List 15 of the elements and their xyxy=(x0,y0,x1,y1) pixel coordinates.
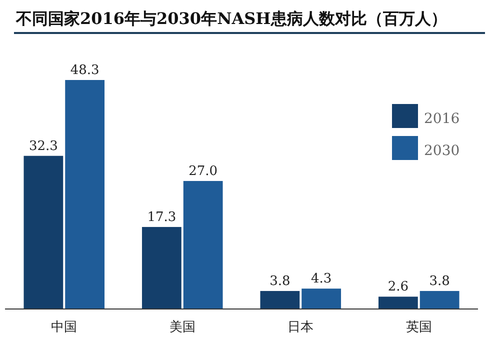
title: 不同国家2016年与2030年NASH患病人数对比（百万人） xyxy=(16,9,447,28)
x-tick-label: 中国 xyxy=(51,320,78,335)
data-label: 2.6 xyxy=(388,280,409,295)
data-label: 27.0 xyxy=(188,164,218,179)
data-label: 48.3 xyxy=(70,63,100,78)
data-label: 17.3 xyxy=(147,210,176,225)
legend-label: 2016 xyxy=(424,111,460,127)
data-label: 3.8 xyxy=(429,274,450,289)
x-tick-label: 日本 xyxy=(288,320,314,335)
x-tick-label: 英国 xyxy=(406,320,432,335)
data-label: 32.3 xyxy=(28,138,58,154)
x-tick-label: 美国 xyxy=(169,319,196,335)
legend-label: 2030 xyxy=(424,143,460,159)
data-label: 3.8 xyxy=(270,274,290,289)
data-label: 4.3 xyxy=(310,272,332,287)
